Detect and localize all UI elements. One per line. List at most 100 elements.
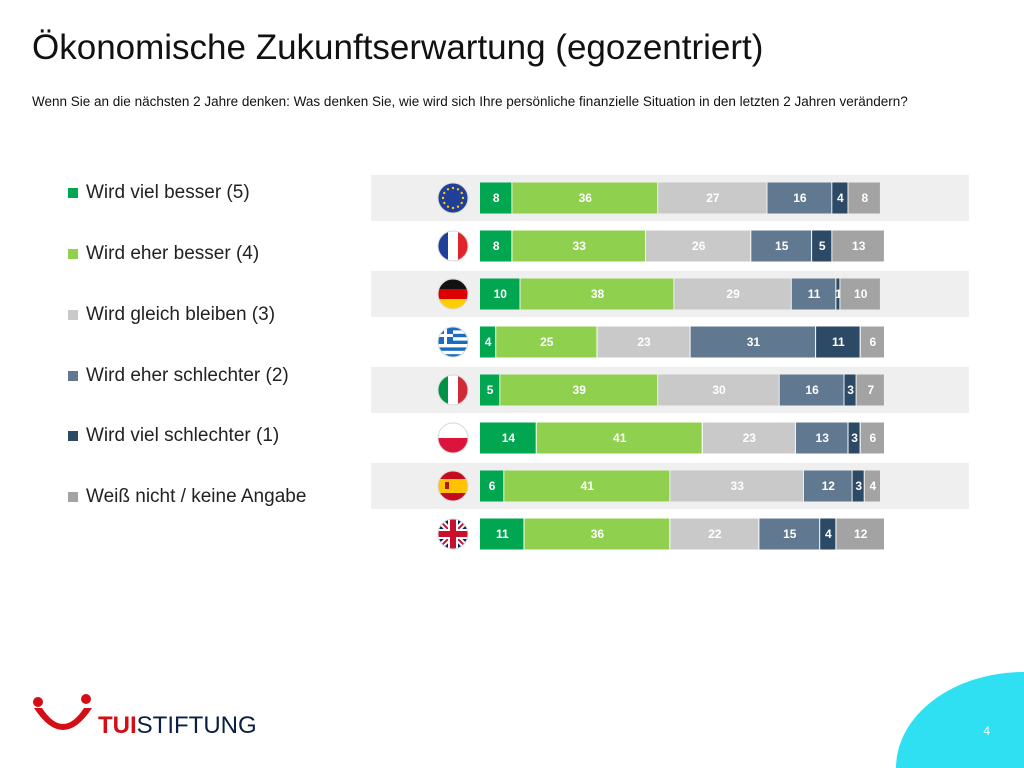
data-label: 7 [867, 383, 874, 397]
bar-segment [702, 422, 795, 454]
data-label: 41 [581, 479, 595, 493]
bar-segment [836, 518, 884, 550]
data-label: 10 [494, 287, 508, 301]
logo-brand: TUI [98, 712, 137, 739]
data-label: 5 [819, 239, 826, 253]
data-label: 6 [869, 335, 876, 349]
legend-label: Wird gleich bleiben (3) [86, 304, 276, 325]
bar-segment [860, 326, 884, 358]
data-label: 3 [851, 431, 858, 445]
data-label: 13 [816, 431, 830, 445]
data-label: 22 [708, 527, 722, 541]
corner-decoration [896, 672, 1024, 768]
legend-label: Wird eher schlechter (2) [86, 365, 289, 386]
legend-swatch [68, 431, 78, 441]
bar-segment [480, 230, 512, 262]
slide-title: Ökonomische Zukunftserwartung (egozentri… [32, 28, 764, 67]
bar-segment [658, 374, 779, 406]
legend-swatch [68, 188, 78, 198]
bar-segment [480, 278, 520, 310]
page-number: 4 [983, 724, 990, 738]
bar-segment [496, 326, 597, 358]
france-flag-icon [437, 230, 469, 262]
bar-segment [520, 278, 674, 310]
bar-segment [480, 182, 512, 214]
data-label: 15 [775, 239, 789, 253]
legend-swatch [68, 249, 78, 259]
tui-smile-logo-icon [33, 694, 92, 730]
bar-segment [504, 470, 670, 502]
data-label: 33 [573, 239, 587, 253]
data-label: 4 [837, 191, 844, 205]
data-label: 11 [496, 527, 509, 541]
bar-segment [852, 470, 864, 502]
bar-segment [795, 422, 848, 454]
data-label: 6 [869, 431, 876, 445]
data-label: 29 [726, 287, 740, 301]
data-label: 26 [692, 239, 706, 253]
data-label: 23 [637, 335, 651, 349]
bar-segment [480, 470, 504, 502]
legend-label: Wird viel schlechter (1) [86, 425, 280, 446]
bar-segment [480, 374, 500, 406]
data-label: 10 [854, 287, 868, 301]
bar-segment [690, 326, 816, 358]
data-label: 16 [805, 383, 819, 397]
data-label: 3 [855, 479, 862, 493]
data-label: 4 [485, 335, 492, 349]
bar-segment [524, 518, 670, 550]
data-label: 25 [540, 335, 554, 349]
data-label: 8 [861, 191, 868, 205]
bar-segment [480, 422, 536, 454]
data-label: 33 [731, 479, 745, 493]
greece-flag-icon [437, 326, 469, 358]
data-label: 16 [793, 191, 807, 205]
bar-segment [512, 182, 658, 214]
uk-flag-icon [437, 518, 469, 550]
data-label: 11 [808, 287, 821, 301]
data-label: 5 [487, 383, 494, 397]
legend-item-stay-same: Wird gleich bleiben (3) [68, 304, 275, 326]
survey-question: Wenn Sie an die nächsten 2 Jahre denken:… [32, 94, 908, 109]
data-label: 39 [573, 383, 587, 397]
legend-item-very-better: Wird viel besser (5) [68, 182, 250, 204]
legend-item-rather-better: Wird eher besser (4) [68, 243, 259, 265]
bar-segment [500, 374, 658, 406]
legend-label: Wird viel besser (5) [86, 182, 250, 203]
bar-segment [832, 182, 848, 214]
data-label: 4 [825, 527, 832, 541]
bar-segment [751, 230, 812, 262]
bar-segment [779, 374, 844, 406]
poland-flag-icon [437, 422, 469, 454]
bar-segment [840, 278, 880, 310]
data-label: 3 [847, 383, 854, 397]
bar-segment [674, 278, 791, 310]
data-label: 41 [613, 431, 627, 445]
data-label: 38 [591, 287, 605, 301]
legend-swatch [68, 371, 78, 381]
data-label: 30 [712, 383, 726, 397]
bar-segment [480, 518, 524, 550]
data-label: 12 [854, 527, 868, 541]
germany-flag-icon [437, 278, 469, 310]
bar-segment [791, 278, 836, 310]
bar-segment [646, 230, 751, 262]
bar-segment [844, 374, 856, 406]
bar-segment [658, 182, 767, 214]
data-label: 11 [832, 335, 845, 349]
bar-segment [812, 230, 832, 262]
data-label: 31 [747, 335, 761, 349]
bar-segment [480, 326, 496, 358]
bar-segment [670, 518, 759, 550]
data-label: 8 [493, 239, 500, 253]
data-label: 36 [579, 191, 593, 205]
bar-segment [860, 422, 884, 454]
logo-name: STIFTUNG [136, 712, 257, 739]
legend-item-no-answer: Weiß nicht / keine Angabe [68, 486, 306, 508]
bar-segment [848, 422, 860, 454]
bar-segment [670, 470, 804, 502]
data-label: 13 [852, 239, 866, 253]
data-label: 27 [706, 191, 720, 205]
bar-segment [856, 374, 884, 406]
data-label: 14 [502, 431, 516, 445]
